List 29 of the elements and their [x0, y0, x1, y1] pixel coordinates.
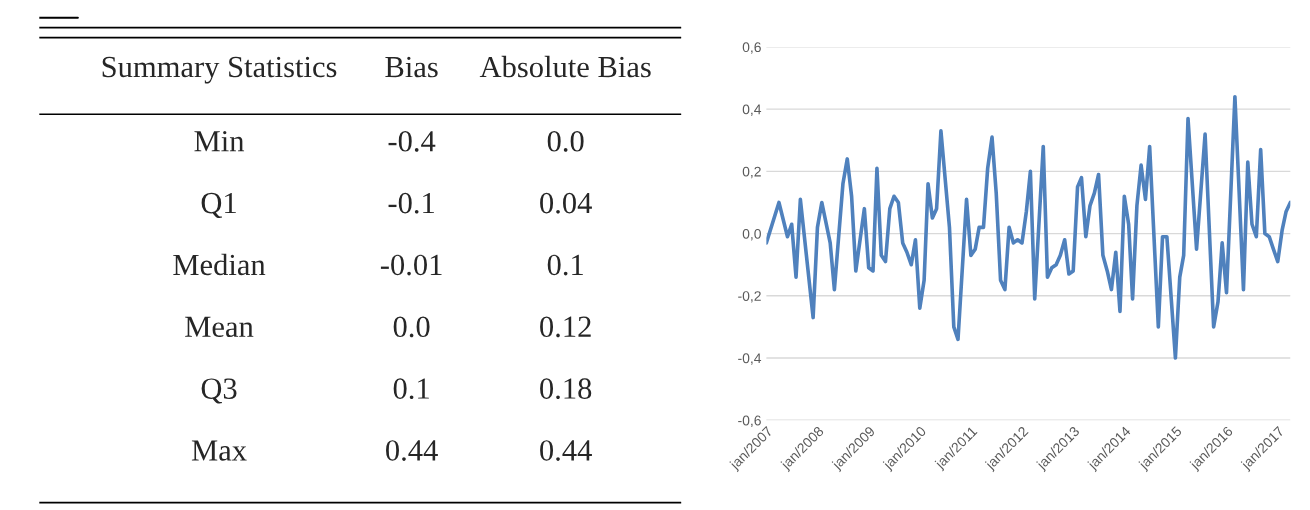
y-tick-label: 0,0 [742, 228, 761, 241]
category-label: Q1 [201, 192, 236, 219]
data-label: 0.1 [393, 378, 429, 400]
data-label: 0.44 [386, 440, 438, 461]
category-label: Q3 [201, 378, 237, 404]
text: Bias [385, 56, 438, 78]
data-label: -0.01 [380, 254, 442, 276]
y-tick-label: 0,6 [742, 42, 761, 54]
data-label: 0.0 [393, 316, 430, 338]
y-tick-label: 0,2 [742, 166, 761, 179]
data-label: 0.1 [547, 254, 583, 276]
y-tick-label: 0,4 [742, 104, 762, 116]
category-label: Max [191, 440, 247, 461]
text: Absolute Bias [479, 55, 651, 78]
text: Summary Statistics [102, 56, 337, 84]
category-label: Median [173, 253, 266, 276]
data-label: -0.1 [388, 192, 434, 214]
data-label: 0.44 [540, 440, 592, 461]
y-tick-label: -0,6 [738, 415, 761, 428]
y-tick-label: -0,2 [738, 291, 761, 303]
category-label: Mean [185, 316, 254, 338]
category-label: Min [194, 131, 245, 152]
data-label: 0.18 [540, 378, 592, 400]
data-label: -0.4 [388, 130, 436, 152]
line-series [766, 94, 1291, 360]
data-label: 0.04 [540, 192, 592, 214]
data-label: 0.0 [547, 130, 584, 152]
y-tick-label: -0,4 [738, 353, 762, 365]
data-label: 0.12 [540, 316, 591, 338]
